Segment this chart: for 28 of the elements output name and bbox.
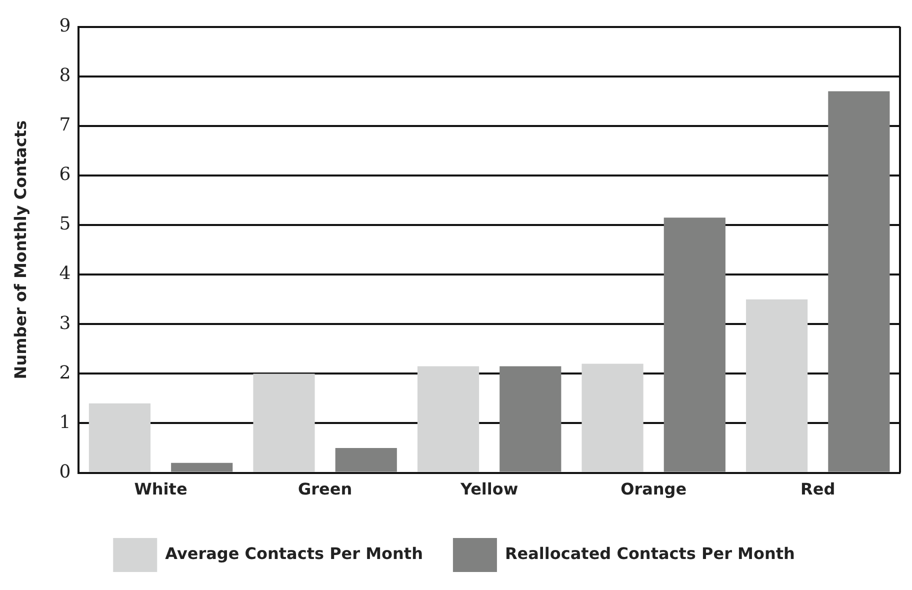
bar — [500, 366, 562, 472]
bar — [171, 462, 233, 472]
y-tick-label: 2 — [59, 362, 71, 384]
y-axis-title: Number of Monthly Contacts — [10, 120, 30, 380]
bar — [828, 91, 890, 472]
x-tick-label: Orange — [620, 480, 687, 499]
y-tick-label: 5 — [59, 214, 71, 235]
x-tick-label: Red — [800, 480, 836, 499]
bar — [253, 374, 315, 472]
y-tick-label: 6 — [59, 164, 71, 186]
y-tick-label: 4 — [59, 263, 71, 284]
bar — [582, 364, 644, 472]
legend-label: Average Contacts Per Month — [165, 544, 423, 564]
legend-label: Reallocated Contacts Per Month — [504, 544, 795, 564]
bar — [417, 366, 480, 472]
y-tick-label: 9 — [59, 15, 71, 36]
bar — [664, 218, 726, 472]
y-tick-label: 3 — [59, 312, 71, 334]
bar — [88, 403, 151, 472]
y-tick-label: 0 — [59, 461, 71, 482]
bar — [746, 299, 808, 472]
x-tick-label: Green — [298, 480, 352, 499]
x-tick-label: White — [134, 480, 188, 499]
x-tick-label: Yellow — [459, 480, 518, 499]
bar — [335, 448, 397, 472]
y-tick-label: 8 — [59, 65, 71, 86]
y-tick-label: 1 — [59, 412, 71, 433]
y-tick-label: 7 — [59, 114, 71, 136]
